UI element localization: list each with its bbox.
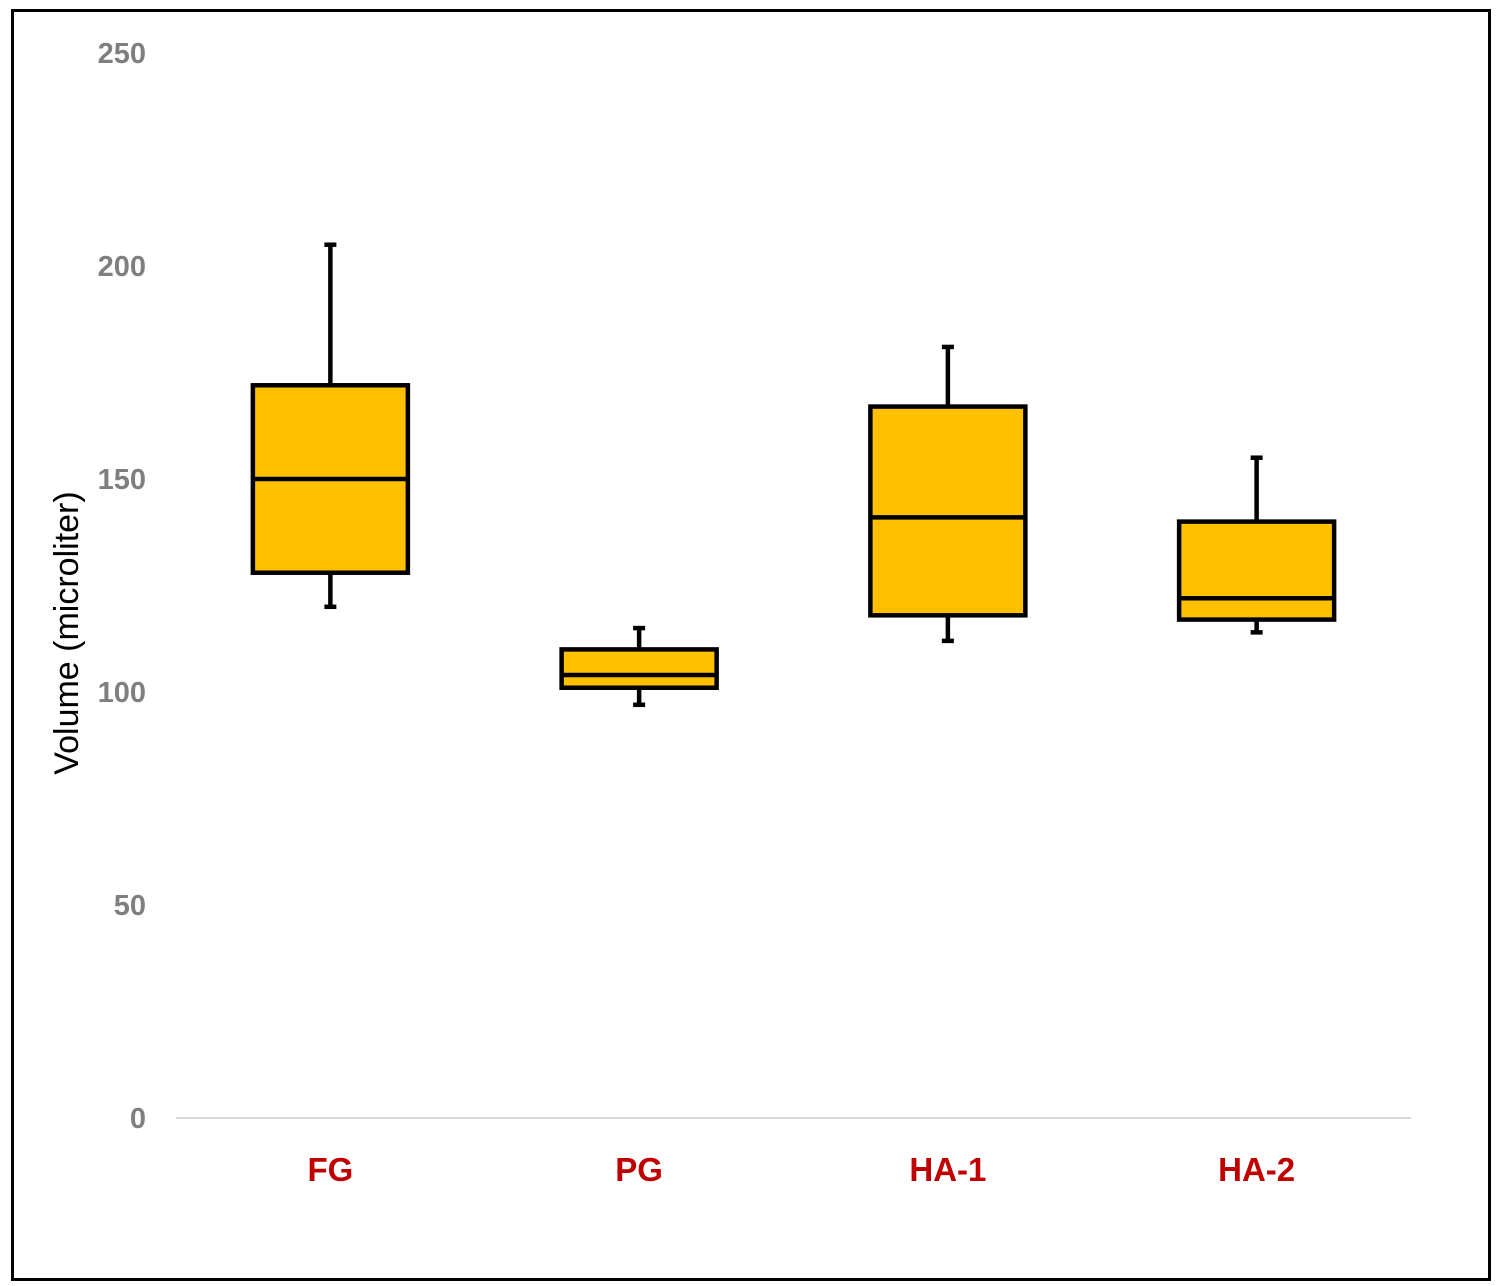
y-tick-label: 100 (98, 677, 146, 709)
y-tick-label: 50 (114, 890, 146, 922)
y-tick-label: 250 (98, 38, 146, 70)
y-tick-label: 150 (98, 464, 146, 496)
x-axis-labels: FG PG HA-1 HA-2 (307, 1151, 1295, 1188)
box-pg (559, 625, 719, 708)
boxes-group (250, 242, 1337, 708)
box-plot-chart: Volume (microliter) 0 50 100 150 200 250 FG PG… (48, 38, 1411, 1188)
box-ha-2 (1176, 455, 1337, 635)
x-category-label: FG (307, 1151, 353, 1188)
y-tick-label: 0 (130, 1103, 146, 1135)
interquartile-box (1176, 519, 1337, 622)
y-axis-title: Volume (microliter) (48, 491, 86, 774)
y-tick-label: 200 (98, 251, 146, 283)
interquartile-box (868, 404, 1028, 618)
x-category-label: HA-2 (1218, 1151, 1295, 1188)
box-fg (250, 242, 411, 610)
interquartile-box (559, 647, 719, 690)
x-category-label: HA-1 (909, 1151, 986, 1188)
x-category-label: PG (615, 1151, 663, 1188)
y-axis-ticks: 0 50 100 150 200 250 (98, 38, 146, 1135)
box-ha-1 (868, 344, 1028, 644)
chart-frame: Volume (microliter) 0 50 100 150 200 250 FG PG… (11, 9, 1491, 1281)
